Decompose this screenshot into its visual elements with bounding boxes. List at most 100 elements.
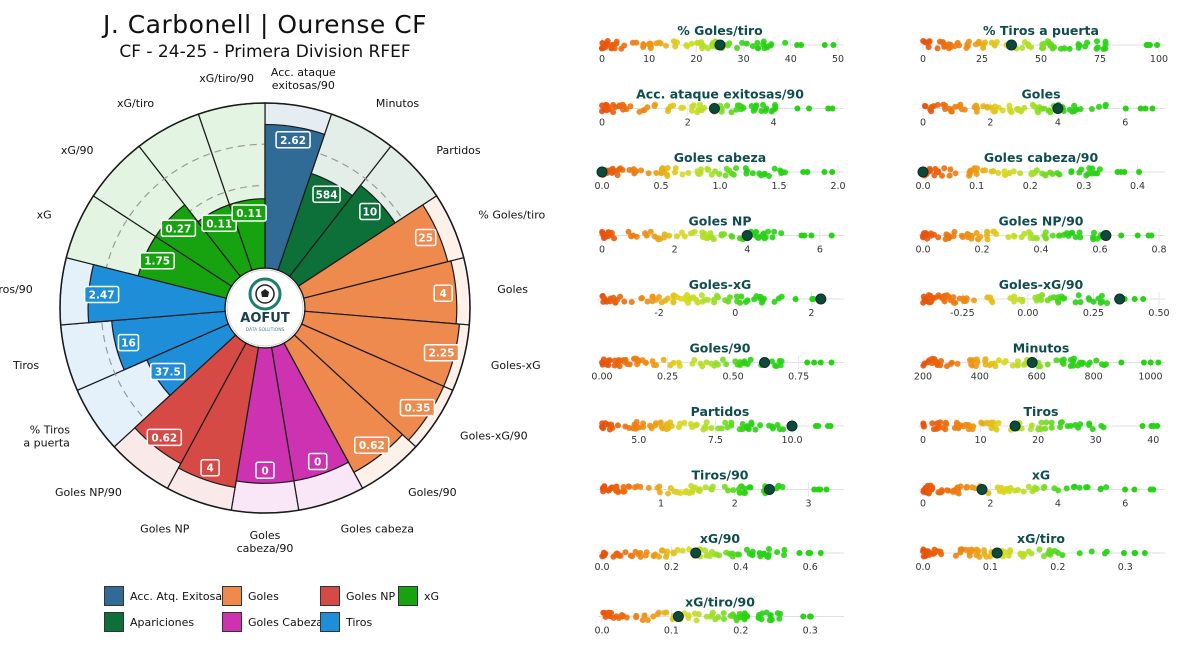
slice-value: 0.27 <box>165 223 191 235</box>
population-dot <box>974 105 981 112</box>
population-dot <box>699 45 706 52</box>
population-dot <box>920 423 927 430</box>
strip-tick-label: 10 <box>643 54 655 65</box>
strip-tick-label: 0.0 <box>594 626 609 637</box>
chart-subtitle: CF - 24-25 - Primera Division RFEF <box>119 42 411 62</box>
population-dot <box>689 229 696 236</box>
population-dot <box>1029 488 1036 495</box>
population-dot <box>780 426 787 433</box>
slice-label: Goles cabeza <box>341 522 414 535</box>
population-dot <box>629 39 636 46</box>
population-dot <box>667 485 674 492</box>
population-dot <box>758 299 765 306</box>
population-dot <box>1044 361 1051 368</box>
strip-title: Minutos <box>1013 341 1070 356</box>
population-dot <box>970 297 977 304</box>
population-dot <box>664 548 671 555</box>
population-dot <box>1149 105 1156 112</box>
value-box <box>275 131 311 149</box>
population-dot <box>656 489 663 496</box>
population-dot <box>1003 486 1010 493</box>
strip-goles-cabeza-90: Goles cabeza/90 0.0 0.1 0.2 0.3 0.4 <box>915 150 1165 192</box>
strip-xg-tiro-90: xG/tiro/90 0.0 0.1 0.2 0.3 <box>594 595 844 637</box>
slice-label: Goles-xG <box>491 359 541 372</box>
population-dot <box>626 166 633 173</box>
strip-tick-label: 0.6 <box>1092 245 1107 256</box>
slice-value: 25 <box>418 233 433 245</box>
population-dot <box>1057 419 1064 426</box>
population-dot <box>957 101 964 108</box>
population-dot <box>1083 172 1090 179</box>
strip-goles-np: Goles NP 0 2 4 6 <box>598 214 844 256</box>
population-dot <box>769 423 776 430</box>
population-dot <box>1097 486 1104 493</box>
population-dot <box>1131 296 1138 302</box>
population-dot <box>757 422 764 429</box>
strip-tick-label: 20 <box>1032 435 1044 446</box>
player-marker <box>976 484 988 495</box>
strip-tick-label: 4 <box>744 245 750 256</box>
strip-title: Goles-xG <box>689 277 752 292</box>
population-dot <box>781 552 788 559</box>
population-dot <box>1055 299 1062 306</box>
population-dot <box>829 105 836 112</box>
population-dot <box>977 233 984 240</box>
slice-label: Goles <box>497 283 528 296</box>
population-dot <box>1069 229 1076 236</box>
population-dot <box>940 293 947 300</box>
population-dot <box>800 613 807 620</box>
population-dot <box>703 359 710 366</box>
population-dot <box>720 615 727 622</box>
population-dot <box>1077 234 1084 241</box>
population-dot <box>804 169 811 175</box>
chart-title: J. Carbonell | Ourense CF <box>102 10 428 39</box>
population-dot <box>937 489 944 496</box>
population-dot <box>711 362 718 369</box>
population-dot <box>686 546 693 553</box>
population-dot <box>952 103 959 110</box>
population-dot <box>761 170 768 177</box>
population-dot <box>602 44 609 51</box>
population-dot <box>737 362 744 369</box>
population-dot <box>1051 44 1058 51</box>
population-dot <box>1074 362 1081 369</box>
population-dot <box>792 296 799 302</box>
population-dot <box>728 109 735 116</box>
population-dot <box>619 106 626 113</box>
population-dot <box>1040 553 1047 560</box>
population-dot <box>611 357 618 364</box>
population-dot <box>1154 42 1161 48</box>
strip-tick-label: 0.0 <box>915 181 930 192</box>
slice-label: Minutos <box>376 97 420 110</box>
population-dot <box>1010 232 1017 239</box>
population-dot <box>1018 234 1025 241</box>
population-dot <box>670 549 677 556</box>
strip-goles-xg-90: Goles-xG/90 -0.25 0.00 0.25 0.50 <box>919 277 1170 319</box>
population-dot <box>968 361 975 368</box>
player-marker <box>786 420 798 432</box>
population-dot <box>1146 42 1153 48</box>
population-dot <box>1140 296 1147 302</box>
strip-tick-label: 50 <box>832 54 844 65</box>
population-dot <box>804 359 811 366</box>
population-dot <box>1067 422 1074 429</box>
population-dot <box>1035 426 1042 433</box>
value-box <box>307 452 328 471</box>
strip-tick-label: 6 <box>1122 499 1128 510</box>
population-dot <box>769 358 776 365</box>
population-dot <box>619 612 626 619</box>
population-dot <box>1014 358 1021 365</box>
population-dot <box>920 362 927 369</box>
population-dot <box>1088 170 1095 177</box>
population-dot <box>709 234 716 241</box>
population-dot <box>1008 109 1015 116</box>
population-dot <box>675 359 682 366</box>
population-dot <box>615 166 622 173</box>
population-dot <box>782 169 789 176</box>
population-dot <box>672 165 679 172</box>
population-dot <box>738 293 745 300</box>
slice-value: 0.11 <box>206 218 232 230</box>
population-dot <box>605 487 612 494</box>
population-dot <box>1102 101 1109 108</box>
population-dot <box>1086 422 1093 429</box>
